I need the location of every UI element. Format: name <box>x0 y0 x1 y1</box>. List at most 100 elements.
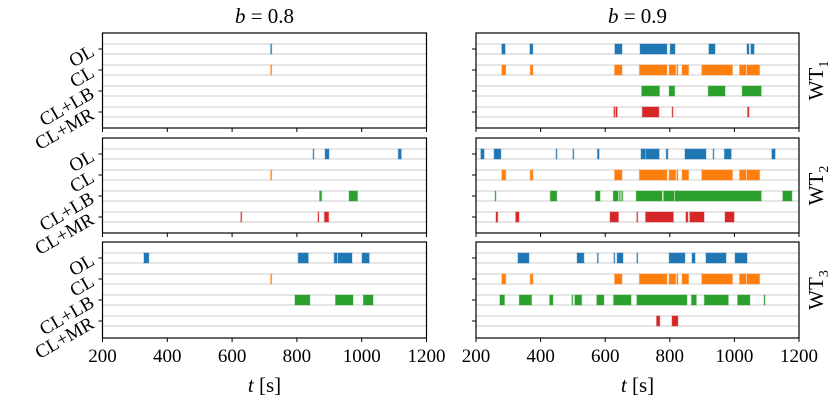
event-bar-cl-mr <box>671 315 679 327</box>
x-tick-label: 600 <box>591 346 620 367</box>
x-tick-label: 400 <box>526 346 555 367</box>
event-bar-ol <box>397 148 402 160</box>
event-bar-cl-mr <box>689 211 705 223</box>
event-bar-ol <box>708 43 716 55</box>
event-bar-cl <box>501 169 507 181</box>
event-bar-cl-lb <box>494 190 497 202</box>
event-bar-ol <box>746 43 750 55</box>
row-label-base: WT <box>804 173 828 206</box>
event-bar-cl-lb <box>294 294 311 306</box>
event-bar-ol <box>297 252 309 264</box>
event-bar-cl-mr <box>655 315 661 327</box>
event-bar-cl <box>270 64 273 76</box>
event-bar-cl <box>681 273 690 285</box>
x-tick-label: 200 <box>88 346 117 367</box>
event-bar-cl-mr <box>644 211 674 223</box>
event-bar-cl-lb <box>621 190 624 202</box>
event-bar-cl-lb <box>664 294 688 306</box>
event-bar-ol <box>665 148 669 160</box>
event-bar-cl-lb <box>668 85 676 97</box>
event-bar-cl <box>701 273 734 285</box>
event-bar-cl-mr <box>609 211 620 223</box>
x-tick-label: 800 <box>656 346 685 367</box>
event-bar-ol <box>684 148 707 160</box>
panel-frame <box>101 241 428 339</box>
event-bar-cl-mr <box>240 211 243 223</box>
row-label-subscript: 1 <box>817 61 832 68</box>
event-bar-cl-lb <box>348 190 359 202</box>
event-bar-cl-mr <box>685 211 689 223</box>
event-bar-cl <box>529 64 534 76</box>
event-bar-cl <box>738 273 747 285</box>
row-label: WT2 <box>804 166 832 206</box>
event-bar-cl-lb <box>703 294 729 306</box>
x-axis-label: t [s] <box>248 373 281 397</box>
event-bar-cl <box>668 64 677 76</box>
event-bar-cl <box>738 169 747 181</box>
event-bar-cl <box>613 169 623 181</box>
row-label-subscript: 3 <box>817 270 832 277</box>
event-bar-cl-lb <box>663 190 675 202</box>
event-bar-cl-lb <box>612 190 619 202</box>
panel-frame <box>475 137 800 234</box>
event-bar-ol <box>640 148 646 160</box>
event-bar-cl <box>270 169 273 181</box>
title-variable: b <box>608 4 619 28</box>
event-bar-cl <box>701 169 734 181</box>
event-bar-cl <box>746 169 761 181</box>
event-bar-ol <box>337 252 353 264</box>
x-axis-variable: t <box>248 373 255 397</box>
event-bar-cl <box>676 273 679 285</box>
event-bar-cl-lb <box>741 85 762 97</box>
event-bar-cl <box>681 64 690 76</box>
event-bar-cl-lb <box>499 294 506 306</box>
event-bar-cl-mr <box>613 106 616 118</box>
panel-frame <box>101 32 428 129</box>
event-bar-cl-lb <box>571 294 574 306</box>
event-bar-cl-lb <box>635 190 663 202</box>
event-bar-cl-lb <box>636 294 666 306</box>
panel-frame <box>101 137 428 234</box>
row-label-base: WT <box>804 68 828 101</box>
event-bar-cl-lb <box>518 294 533 306</box>
event-bar-cl <box>701 64 734 76</box>
event-bar-ol <box>529 43 534 55</box>
event-bar-cl-mr <box>724 211 735 223</box>
event-bar-cl <box>746 273 761 285</box>
x-tick-label: 400 <box>153 346 182 367</box>
event-bar-cl-mr <box>641 106 660 118</box>
event-bar-cl-lb <box>707 85 726 97</box>
event-bar-ol <box>668 252 686 264</box>
row-label-base: WT <box>804 277 828 310</box>
event-bar-cl-lb <box>641 85 661 97</box>
event-bar-cl <box>270 273 273 285</box>
event-bar-ol <box>270 43 273 55</box>
x-axis-label: t [s] <box>621 373 654 397</box>
event-bar-ol <box>480 148 485 160</box>
event-bar-cl <box>529 273 534 285</box>
title-value: = 0.8 <box>245 4 294 28</box>
event-bar-ol <box>712 148 715 160</box>
event-bar-ol <box>596 148 600 160</box>
event-bar-ol <box>616 252 624 264</box>
row-label: WT1 <box>804 61 832 101</box>
event-bar-cl-lb <box>318 190 323 202</box>
event-bar-cl-lb <box>596 294 605 306</box>
x-tick-label: 600 <box>218 346 247 367</box>
event-bar-ol <box>312 148 315 160</box>
event-bar-cl-lb <box>690 294 697 306</box>
event-bar-cl <box>676 64 679 76</box>
title-variable: b <box>235 4 246 28</box>
event-bar-ol <box>324 148 330 160</box>
event-bar-ol <box>636 252 639 264</box>
x-axis-variable: t <box>621 373 628 397</box>
x-tick-label: 1000 <box>715 346 753 367</box>
event-bar-cl-lb <box>362 294 374 306</box>
event-bar-cl <box>668 169 677 181</box>
event-bar-cl <box>613 64 623 76</box>
event-bar-ol <box>493 148 502 160</box>
event-bar-ol <box>501 43 506 55</box>
event-bar-ol <box>771 148 776 160</box>
event-bar-cl-lb <box>782 190 793 202</box>
